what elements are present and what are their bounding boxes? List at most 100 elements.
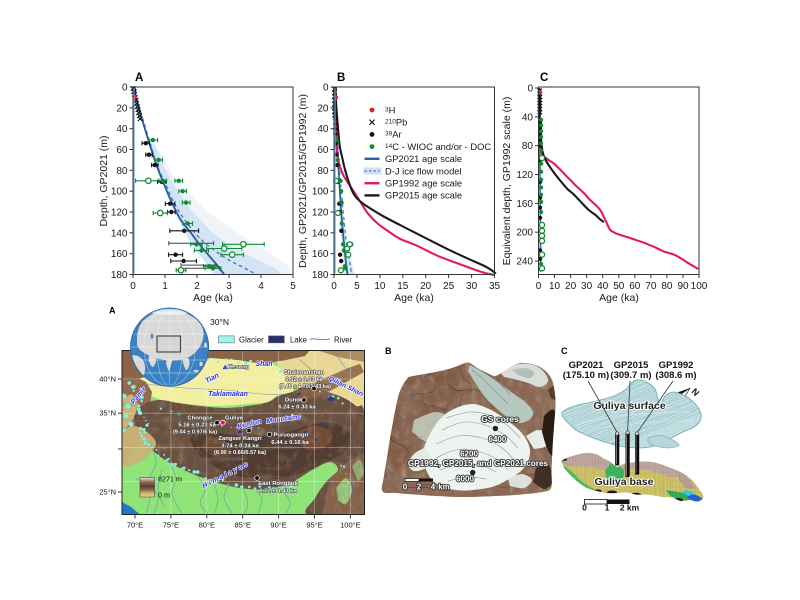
- svg-text:90: 90: [677, 281, 689, 292]
- svg-text:6.02 ± 0.03 ka: 6.02 ± 0.03 ka: [285, 377, 323, 383]
- svg-text:95°E: 95°E: [306, 521, 322, 530]
- svg-text:60: 60: [317, 145, 329, 156]
- svg-text:Age (ka): Age (ka): [394, 292, 434, 304]
- svg-text:B: B: [337, 72, 345, 84]
- svg-text:1: 1: [605, 503, 610, 513]
- svg-text:GP2015 age scale: GP2015 age scale: [385, 190, 462, 201]
- svg-text:200: 200: [516, 228, 533, 239]
- svg-text:Guliya surface: Guliya surface: [593, 400, 666, 412]
- svg-text:0: 0: [122, 83, 128, 94]
- svg-text:A: A: [135, 72, 143, 84]
- svg-text:90°E: 90°E: [270, 521, 286, 530]
- svg-text:35: 35: [489, 281, 501, 292]
- svg-text:GP2021: GP2021: [569, 360, 605, 371]
- svg-text:0: 0: [527, 84, 533, 95]
- svg-text:(309.7 m): (309.7 m): [610, 370, 651, 381]
- svg-text:40: 40: [116, 124, 128, 135]
- svg-text:6.24 ± 0.33 ka: 6.24 ± 0.33 ka: [278, 405, 316, 411]
- svg-text:1: 1: [162, 281, 168, 292]
- svg-text:70: 70: [645, 281, 657, 292]
- svg-text:(7.45 ± 1.70/1.43 ka): (7.45 ± 1.70/1.43 ka): [279, 384, 331, 390]
- svg-text:100°E: 100°E: [340, 521, 361, 530]
- svg-text:180: 180: [111, 270, 128, 281]
- svg-text:240: 240: [516, 257, 533, 268]
- svg-text:5.16 ± 0.23 ka: 5.16 ± 0.23 ka: [178, 423, 216, 429]
- svg-text:30°N: 30°N: [210, 317, 229, 327]
- svg-text:C: C: [540, 72, 548, 84]
- svg-text:210Pb: 210Pb: [385, 117, 407, 128]
- svg-text:0: 0: [130, 281, 136, 292]
- svg-text:(308.6 m): (308.6 m): [655, 370, 696, 381]
- svg-text:85°E: 85°E: [235, 521, 251, 530]
- svg-text:100: 100: [312, 187, 329, 198]
- svg-text:GP2021 age scale: GP2021 age scale: [385, 153, 462, 164]
- svg-text:Age (ka): Age (ka): [193, 292, 233, 304]
- svg-text:River: River: [334, 335, 353, 344]
- svg-text:3H: 3H: [385, 104, 395, 115]
- svg-text:8271 m: 8271 m: [158, 475, 182, 484]
- svg-text:6.44 ± 0.16 ka: 6.44 ± 0.16 ka: [271, 440, 309, 446]
- svg-text:75°E: 75°E: [163, 521, 179, 530]
- svg-text:50: 50: [613, 281, 625, 292]
- svg-text:Depth, GP2021/GP2015/GP1992 (m: Depth, GP2021/GP2015/GP1992 (m): [297, 94, 309, 268]
- svg-text:40: 40: [597, 281, 609, 292]
- svg-text:C: C: [561, 346, 568, 356]
- svg-text:GS cores: GS cores: [481, 414, 519, 424]
- svg-text:6400: 6400: [489, 435, 507, 444]
- svg-text:160: 160: [312, 249, 329, 260]
- svg-text:0: 0: [323, 83, 329, 94]
- svg-text:14C - WIOC and/or - DOC: 14C - WIOC and/or - DOC: [385, 141, 491, 152]
- svg-text:20: 20: [565, 281, 577, 292]
- svg-text:0: 0: [403, 483, 408, 492]
- svg-text:km: km: [438, 483, 450, 492]
- svg-text:25: 25: [443, 281, 455, 292]
- svg-text:A: A: [109, 306, 116, 316]
- svg-text:5: 5: [354, 281, 360, 292]
- svg-text:15: 15: [397, 281, 409, 292]
- svg-text:(9.04 ± 0.97/6 ka): (9.04 ± 0.97/6 ka): [173, 430, 217, 436]
- svg-text:4: 4: [258, 281, 264, 292]
- svg-text:120: 120: [312, 208, 329, 219]
- svg-text:30: 30: [581, 281, 593, 292]
- svg-text:2: 2: [417, 483, 422, 492]
- svg-text:Guliya base: Guliya base: [595, 476, 654, 488]
- svg-text:Shulenanshan: Shulenanshan: [284, 370, 325, 376]
- svg-text:60: 60: [116, 145, 128, 156]
- svg-text:120: 120: [111, 208, 128, 219]
- svg-text:6.72 ± 0.43 ka: 6.72 ± 0.43 ka: [259, 489, 297, 495]
- svg-text:0 m: 0 m: [158, 491, 170, 500]
- svg-text:20: 20: [420, 281, 432, 292]
- svg-text:(8.90 ± 0.66/0.57 ka): (8.90 ± 0.66/0.57 ka): [214, 450, 266, 456]
- svg-text:4: 4: [431, 483, 436, 492]
- svg-text:80: 80: [661, 281, 673, 292]
- svg-text:B: B: [385, 346, 392, 356]
- svg-text:Glacier: Glacier: [239, 335, 264, 344]
- svg-text:6200: 6200: [460, 450, 478, 459]
- svg-text:160: 160: [516, 199, 533, 210]
- svg-text:(175.10 m): (175.10 m): [563, 370, 609, 381]
- svg-text:Dunde: Dunde: [285, 398, 304, 404]
- svg-text:Puruogangri: Puruogangri: [273, 433, 308, 439]
- svg-text:60: 60: [629, 281, 641, 292]
- svg-text:GP1992 age scale: GP1992 age scale: [385, 178, 462, 189]
- svg-text:80°E: 80°E: [199, 521, 215, 530]
- svg-text:GP1992, GP2015, and GP2021 cor: GP1992, GP2015, and GP2021 cores: [408, 459, 549, 468]
- svg-text:10: 10: [549, 281, 561, 292]
- svg-text:140: 140: [111, 228, 128, 239]
- svg-text:2: 2: [194, 281, 200, 292]
- svg-text:Lake: Lake: [290, 335, 307, 344]
- svg-text:Age (ka): Age (ka): [599, 292, 639, 304]
- svg-text:40: 40: [522, 112, 534, 123]
- svg-text:3: 3: [226, 281, 232, 292]
- svg-text:East Rongbuk: East Rongbuk: [258, 481, 298, 487]
- svg-text:80: 80: [317, 166, 329, 177]
- svg-text:100: 100: [691, 281, 708, 292]
- svg-text:5: 5: [290, 281, 296, 292]
- svg-text:2 km: 2 km: [620, 503, 640, 513]
- svg-text:20: 20: [116, 103, 128, 114]
- svg-text:N: N: [690, 386, 702, 398]
- svg-text:35°N: 35°N: [99, 409, 116, 418]
- svg-text:Zangser Kangri: Zangser Kangri: [218, 436, 262, 442]
- svg-text:0: 0: [331, 281, 337, 292]
- svg-text:D-J ice flow model: D-J ice flow model: [385, 165, 462, 176]
